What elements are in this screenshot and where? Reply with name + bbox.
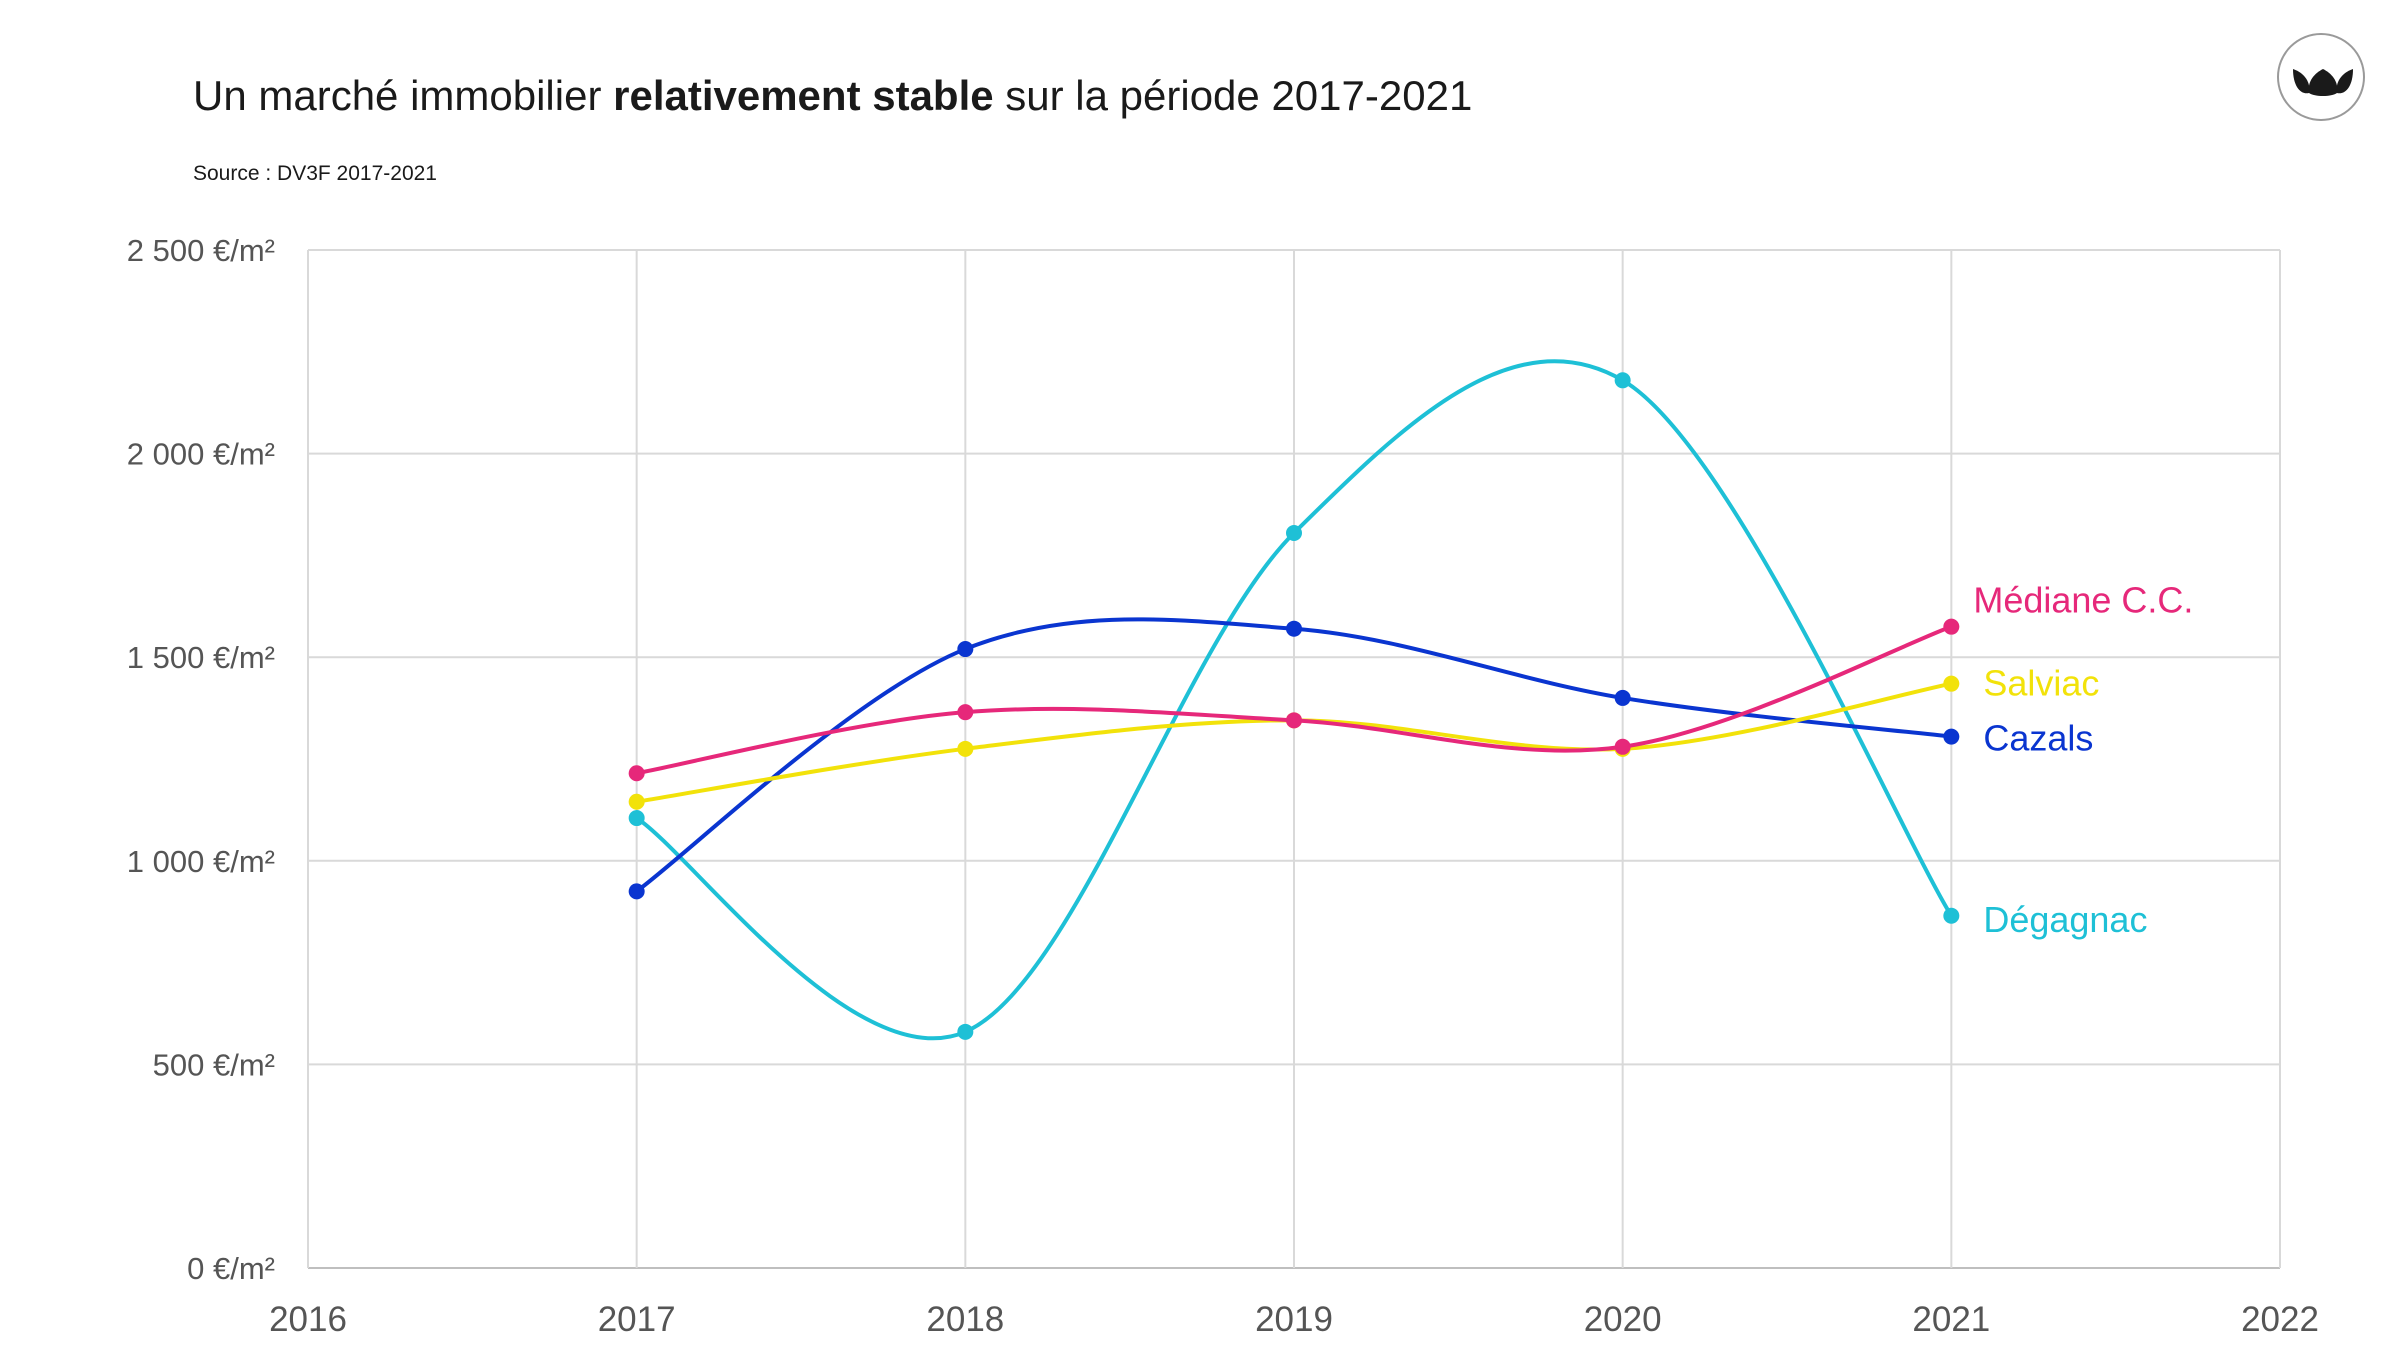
y-tick-label: 500 €/m² — [153, 1047, 275, 1082]
series-label-salviac: Salviac — [1983, 663, 2099, 704]
y-tick-label: 1 000 €/m² — [127, 844, 275, 879]
series-labels: Médiane C.C. Salviac Cazals Dégagnac — [1973, 580, 2193, 940]
y-tick-label: 0 €/m² — [187, 1251, 275, 1286]
data-point-mediane-c-c — [1943, 618, 1960, 635]
chart-series — [628, 359, 1960, 1041]
title-bold: relativement stable — [613, 72, 994, 119]
data-point-salviac — [1943, 675, 1960, 692]
y-tick-label: 1 500 €/m² — [127, 640, 275, 675]
data-point-cazals — [957, 641, 974, 658]
y-axis-ticks: 0 €/m² 500 €/m² 1 000 €/m² 1 500 €/m² 2 000 … — [127, 233, 275, 1286]
title-part2: sur la période 2017-2021 — [993, 72, 1473, 119]
data-point-cazals — [628, 883, 645, 900]
data-point-mediane-c-c — [628, 765, 645, 782]
x-tick-label: 2018 — [926, 1300, 1004, 1339]
data-point-mediane-c-c — [1614, 738, 1631, 755]
x-tick-label: 2019 — [1255, 1300, 1333, 1339]
x-tick-label: 2022 — [2241, 1300, 2319, 1339]
x-axis-ticks: 2016 2017 2018 2019 2020 2021 2022 — [269, 1300, 2319, 1339]
data-point-degagnac — [1286, 525, 1302, 542]
x-tick-label: 2020 — [1584, 1300, 1662, 1339]
data-point-mediane-c-c — [957, 704, 974, 721]
series-label-degagnac: Dégagnac — [1983, 899, 2147, 940]
data-point-cazals — [1943, 728, 1960, 745]
y-tick-label: 2 500 €/m² — [127, 233, 275, 268]
data-point-degagnac — [957, 1023, 974, 1040]
series-label-cazals: Cazals — [1983, 718, 2093, 759]
data-point-salviac — [628, 793, 645, 810]
data-point-salviac — [957, 740, 974, 757]
chart-grid — [307, 249, 2281, 1269]
data-point-mediane-c-c — [1286, 712, 1302, 729]
data-point-degagnac — [1614, 372, 1631, 389]
three-leaves-logo-icon — [2277, 33, 2365, 121]
series-label-mediane-c-c: Médiane C.C. — [1973, 580, 2193, 621]
data-point-degagnac — [628, 810, 645, 827]
source-note: Source : DV3F 2017-2021 — [193, 162, 437, 185]
y-tick-label: 2 000 €/m² — [127, 437, 275, 472]
x-tick-label: 2021 — [1912, 1300, 1990, 1339]
x-tick-label: 2016 — [269, 1300, 347, 1339]
data-point-cazals — [1614, 689, 1631, 706]
page-title: Un marché immobilier relativement stable… — [193, 72, 1472, 120]
data-point-degagnac — [1943, 907, 1960, 924]
x-tick-label: 2017 — [598, 1300, 676, 1339]
data-point-cazals — [1286, 620, 1302, 637]
title-part1: Un marché immobilier — [193, 72, 614, 119]
